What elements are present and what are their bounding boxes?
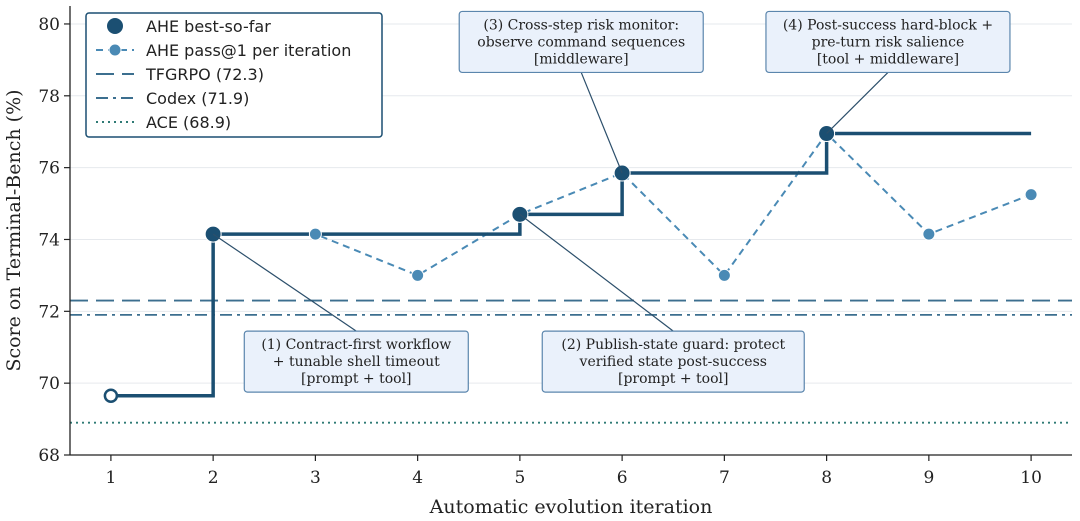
y-tick-label: 76 [38, 159, 60, 179]
y-tick-label: 68 [38, 446, 60, 466]
legend-label: AHE best-so-far [146, 17, 271, 36]
start-point-marker [103, 388, 119, 403]
legend-label: Codex (71.9) [146, 89, 249, 108]
legend-label: TFGRPO (72.3) [145, 65, 264, 84]
pass-at-1-point [1024, 188, 1038, 202]
pass-at-1-point [308, 227, 322, 241]
annotation-text: [tool + middleware] [817, 51, 959, 67]
annotation-text: (2) Publish-state guard: protect [561, 337, 785, 353]
annotation-text: [middleware] [534, 51, 629, 67]
annotations: (1) Contract-first workflow+ tunable she… [212, 10, 1011, 393]
pass-at-1-line [213, 131, 1032, 277]
x-tick-label: 1 [105, 468, 116, 488]
x-tick-label: 4 [412, 468, 423, 488]
legend-marker [108, 43, 122, 57]
annotation-text: (3) Cross-step risk monitor: [483, 17, 679, 33]
annotation-box [243, 330, 469, 393]
annotation-text: [prompt + tool] [301, 371, 411, 387]
x-tick-label: 3 [310, 468, 321, 488]
x-tick-label: 10 [1020, 468, 1042, 488]
reference-lines [70, 299, 1072, 424]
y-tick-label: 74 [38, 230, 60, 250]
y-axis-title: Score on Terminal-Bench (%) [3, 89, 25, 371]
series-layer [103, 125, 1038, 403]
legend-marker [107, 18, 123, 34]
annotation-text: + tunable shell timeout [273, 354, 440, 370]
annotation-text: (4) Post-success hard-block + [783, 17, 993, 33]
legend: AHE best-so-far AHE pass@1 per iteration T… [85, 12, 383, 138]
annotation-leader-line [826, 71, 889, 134]
annotation-text: pre-turn risk salience [812, 34, 965, 50]
pass-at-1-point [922, 227, 936, 241]
annotation-leader-line [519, 213, 674, 332]
legend-label: ACE (68.9) [146, 113, 231, 132]
y-tick-label: 80 [38, 15, 60, 35]
annotation-text: observe command sequences [477, 34, 685, 50]
x-tick-label: 5 [514, 468, 525, 488]
y-tick-label: 78 [38, 87, 60, 107]
annotation-box [541, 330, 805, 393]
x-tick-label: 6 [617, 468, 628, 488]
x-tick-label: 2 [208, 468, 219, 488]
y-tick-label: 70 [38, 374, 60, 394]
y-tick-label: 72 [38, 302, 60, 322]
annotation-box [458, 10, 704, 74]
legend-box [85, 12, 383, 138]
pass-at-1-point [411, 268, 425, 282]
annotation-leader-line [212, 233, 357, 332]
annotation-text: (1) Contract-first workflow [261, 337, 451, 353]
annotation-text: [prompt + tool] [618, 371, 728, 387]
legend-label: AHE pass@1 per iteration [146, 41, 351, 60]
annotation-box [765, 10, 1011, 74]
x-axis-title: Automatic evolution iteration [429, 496, 713, 518]
annotation-leader-line [580, 72, 623, 174]
x-tick-label: 8 [821, 468, 832, 488]
x-tick-label: 9 [923, 468, 934, 488]
x-tick-label: 7 [719, 468, 730, 488]
pass-at-1-point [717, 268, 731, 282]
annotation-text: verified state post-success [579, 354, 767, 370]
